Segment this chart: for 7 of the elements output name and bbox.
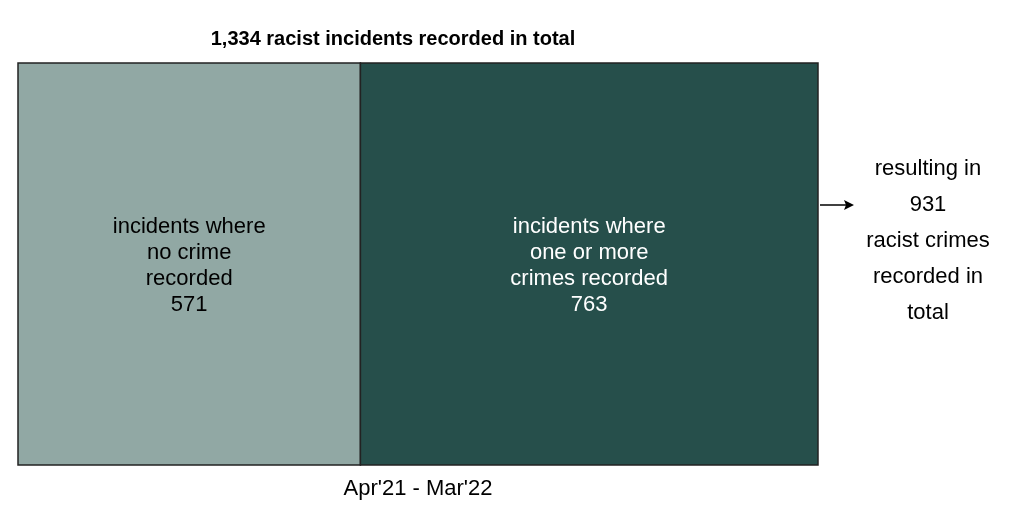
data-label: 763 [570, 291, 608, 316]
category-label: incidents where one or more crimes recorded [510, 213, 669, 290]
data-label: 571 [170, 291, 208, 316]
text: Apr'21 - Mar'22 [343, 475, 493, 500]
text: resulting in 931 racist crimes recorded in total [866, 155, 990, 324]
text: 1,334 racist incidents recorded in total [210, 27, 576, 49]
category-label: incidents where no crime recorded [112, 213, 266, 290]
